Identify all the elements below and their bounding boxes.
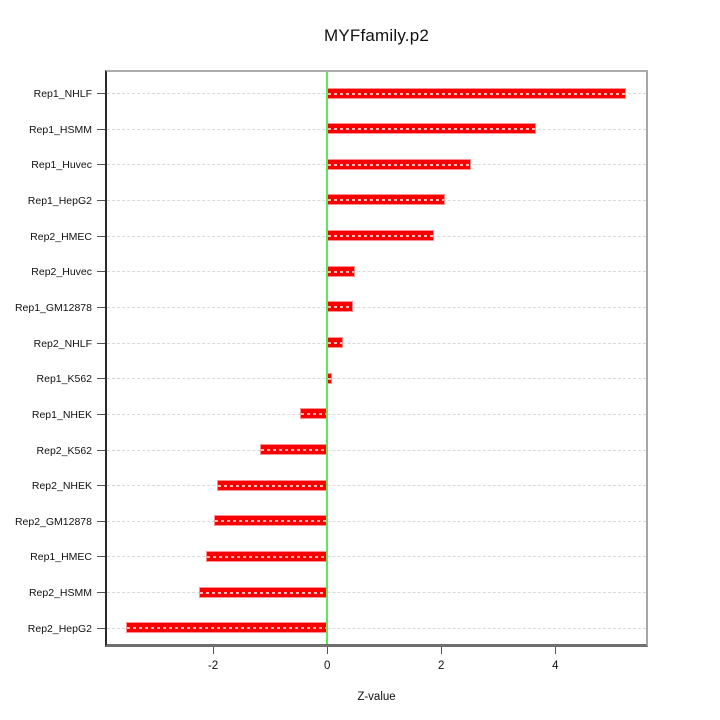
- bar-dash-pattern: [328, 235, 433, 238]
- zero-line: [326, 72, 329, 644]
- category-label-Rep2_NHEK: Rep2_NHEK: [31, 480, 92, 493]
- category-label-Rep1_K562: Rep1_K562: [36, 373, 92, 386]
- bar-dash-pattern: [207, 555, 327, 558]
- bar-dash-pattern: [328, 163, 471, 166]
- bar-dash-pattern: [328, 128, 536, 131]
- y-tick: [97, 378, 105, 380]
- gridline: [107, 520, 646, 522]
- bar-Rep1_HMEC: [206, 550, 328, 562]
- category-label-Rep2_HSMM: Rep2_HSMM: [28, 587, 92, 600]
- bar-dash-pattern: [328, 92, 626, 95]
- x-tick: [555, 647, 557, 654]
- bar-dash-pattern: [328, 199, 444, 202]
- y-tick: [97, 592, 105, 594]
- bar-dash-pattern: [260, 449, 327, 451]
- bar-Rep2_HMEC: [327, 230, 434, 242]
- y-tick: [97, 128, 105, 130]
- y-axis-labels: Rep1_NHLF Rep1_HSMM Rep1_Huvec Rep1_HepG2 Re…: [0, 70, 92, 647]
- x-tick-label-4: 4: [552, 660, 559, 672]
- y-tick: [97, 199, 105, 201]
- bar-Rep1_NHEK: [299, 408, 328, 420]
- y-tick: [97, 627, 105, 629]
- x-tick-label-2: 2: [438, 660, 445, 672]
- bar-Rep1_Huvec: [327, 158, 472, 170]
- category-label-Rep2_Huvec: Rep2_Huvec: [31, 266, 92, 279]
- category-label-Rep1_HSMM: Rep1_HSMM: [28, 123, 92, 136]
- bar-dash-pattern: [328, 306, 352, 309]
- bar-dash-pattern: [126, 627, 327, 630]
- bar-Rep2_HepG2: [125, 622, 328, 634]
- bar-dash-pattern: [300, 413, 327, 416]
- bar-dash-pattern: [328, 342, 343, 345]
- x-tick: [213, 647, 215, 654]
- chart-title: MYFfamily.p2: [323, 26, 430, 45]
- bar-Rep2_NHEK: [216, 479, 328, 491]
- y-tick: [97, 485, 105, 487]
- x-tick: [441, 647, 443, 654]
- y-tick: [97, 449, 105, 451]
- category-label-Rep1_GM12878: Rep1_GM12878: [14, 301, 92, 314]
- gridline: [107, 306, 646, 308]
- x-tick-label-0: 0: [323, 660, 331, 672]
- gridline: [107, 413, 646, 415]
- category-label-Rep2_NHLF: Rep2_NHLF: [33, 337, 92, 350]
- y-tick: [97, 556, 105, 558]
- x-tick-label--2: -2: [207, 660, 219, 672]
- category-label-Rep1_NHEK: Rep1_NHEK: [31, 408, 92, 421]
- bar-Rep2_GM12878: [213, 515, 328, 527]
- gridline: [107, 485, 646, 487]
- plot-area: [97, 70, 648, 647]
- category-label-Rep1_HMEC: Rep1_HMEC: [30, 551, 92, 564]
- category-label-Rep1_NHLF: Rep1_NHLF: [33, 88, 92, 100]
- y-tick: [97, 342, 105, 344]
- gridline: [107, 556, 646, 558]
- y-tick: [97, 164, 105, 166]
- x-tick: [327, 647, 329, 654]
- bar-Rep1_NHLF: [327, 87, 627, 99]
- y-tick: [97, 235, 105, 237]
- bar-Rep2_Huvec: [327, 265, 356, 277]
- bar-Rep2_HSMM: [199, 586, 328, 598]
- gridline: [107, 592, 646, 594]
- bar-Rep1_GM12878: [327, 301, 353, 313]
- bar-dash-pattern: [328, 377, 331, 380]
- category-label-Rep1_Huvec: Rep1_Huvec: [31, 159, 92, 172]
- bar-dash-pattern: [200, 591, 327, 594]
- gridline: [107, 342, 646, 344]
- category-label-Rep1_HepG2: Rep1_HepG2: [27, 194, 92, 207]
- bar-dash-pattern: [328, 270, 355, 273]
- gridline: [107, 378, 646, 380]
- bar-dash-pattern: [217, 484, 327, 487]
- y-tick: [97, 271, 105, 273]
- x-axis-title: Z-value: [357, 691, 396, 703]
- y-tick: [97, 93, 105, 94]
- bar-Rep2_K562: [259, 444, 328, 455]
- category-label-Rep2_HepG2: Rep2_HepG2: [27, 622, 92, 635]
- category-label-Rep2_HMEC: Rep2_HMEC: [30, 230, 92, 243]
- category-label-Rep2_GM12878: Rep2_GM12878: [14, 515, 92, 528]
- category-label-Rep2_K562: Rep2_K562: [36, 444, 92, 457]
- y-tick: [97, 413, 105, 415]
- gridline: [107, 627, 646, 629]
- gridline: [107, 449, 646, 451]
- y-tick: [97, 520, 105, 522]
- gridline: [107, 271, 646, 273]
- bar-Rep2_NHLF: [327, 337, 344, 349]
- bar-Rep1_HepG2: [327, 194, 445, 206]
- bar-dash-pattern: [214, 520, 327, 523]
- bar-Rep1_HSMM: [327, 123, 537, 135]
- y-tick: [97, 306, 105, 308]
